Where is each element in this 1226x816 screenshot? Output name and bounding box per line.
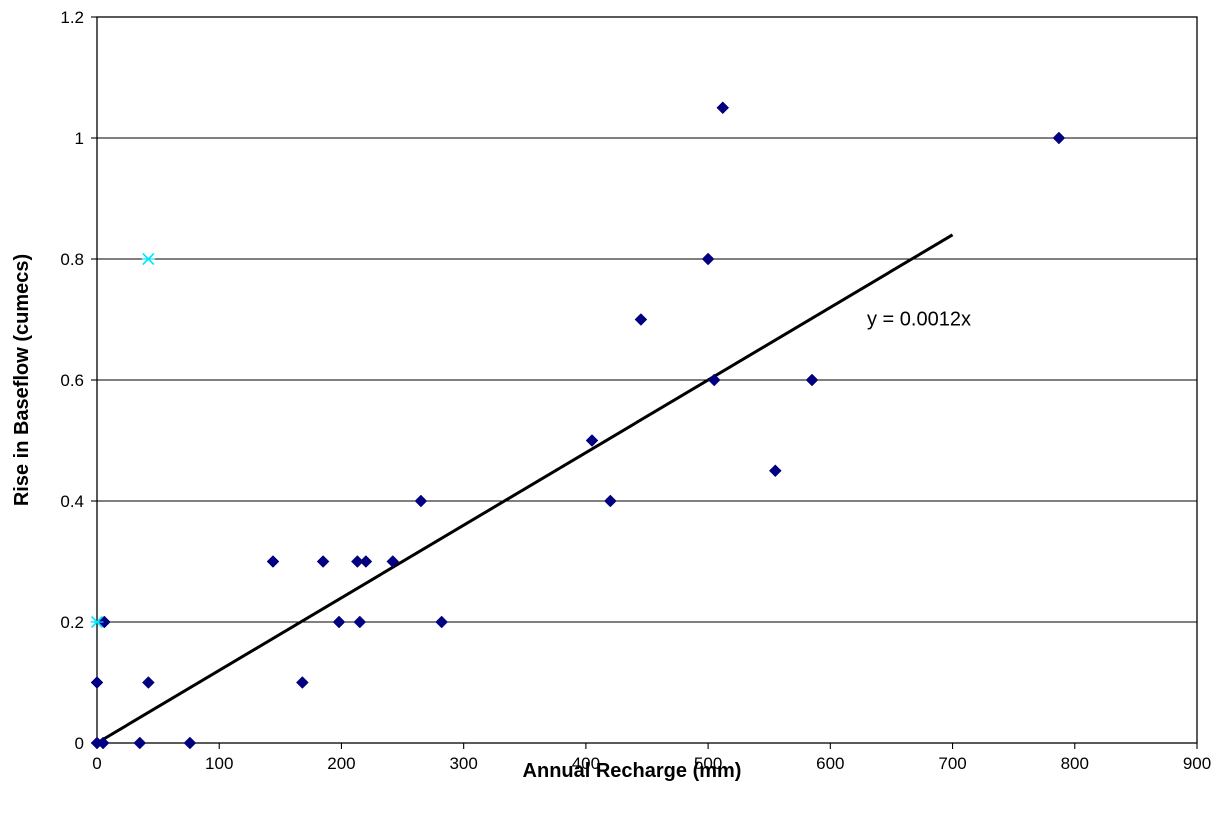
x-tick-label: 700	[938, 754, 966, 773]
data-point	[359, 555, 373, 568]
data-point	[183, 736, 197, 750]
y-tick-label: 0.8	[60, 250, 84, 269]
data-point-x-marker	[141, 252, 155, 266]
data-points	[90, 101, 1066, 750]
data-point	[141, 676, 155, 689]
trendline	[96, 233, 954, 745]
data-point	[701, 252, 715, 266]
x-tick-label: 600	[816, 754, 844, 773]
x-axis-ticks: 0 100 200 300 400 500 600 700 800 900	[92, 743, 1211, 773]
y-tick-label: 0.6	[60, 371, 84, 390]
data-point	[97, 615, 111, 629]
x-tick-label: 500	[694, 754, 722, 773]
x-tick-label: 200	[327, 754, 355, 773]
y-tick-label: 0	[75, 734, 84, 753]
x-tick-label: 400	[572, 754, 600, 773]
data-point	[1052, 131, 1066, 145]
data-point	[295, 676, 309, 689]
data-point	[805, 373, 819, 387]
data-point	[353, 615, 367, 629]
data-point	[634, 313, 648, 326]
y-axis-title: Rise in Baseflow (cumecs)	[11, 254, 33, 506]
trendline-equation: y = 0.0012x	[867, 309, 971, 331]
x-tick-label: 0	[92, 754, 101, 773]
data-point-x-marker	[90, 615, 104, 629]
data-point	[316, 555, 330, 568]
x-axis-title: Annual Recharge (mm)	[523, 760, 742, 782]
data-point	[386, 555, 400, 568]
data-point	[96, 736, 110, 750]
data-point	[266, 555, 280, 568]
data-point	[707, 373, 721, 387]
data-point	[585, 434, 599, 447]
y-tick-label: 1.2	[60, 8, 84, 27]
trendline-group	[96, 233, 954, 745]
x-tick-label: 300	[449, 754, 477, 773]
data-point	[350, 555, 364, 568]
data-point	[603, 494, 617, 508]
data-point	[332, 615, 346, 629]
x-tick-label: 100	[205, 754, 233, 773]
x-tick-label: 800	[1061, 754, 1089, 773]
y-tick-label: 0.4	[60, 492, 84, 511]
y-axis-ticks: 0 0.2 0.4 0.6 0.8 1 1.2	[60, 8, 97, 753]
data-point	[716, 101, 730, 115]
data-point	[768, 464, 782, 478]
y-tick-label: 0.2	[60, 613, 84, 632]
x-tick-label: 900	[1183, 754, 1211, 773]
data-point	[90, 676, 104, 689]
data-point	[414, 494, 428, 508]
data-point	[435, 615, 449, 629]
y-tick-label: 1	[75, 129, 84, 148]
gridlines	[97, 137, 1197, 623]
data-point	[133, 736, 147, 750]
